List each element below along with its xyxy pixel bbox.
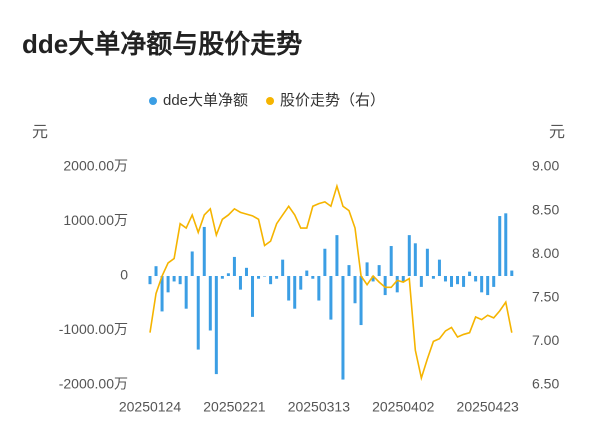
legend-label: dde大单净额 [163, 92, 248, 109]
bar [329, 276, 333, 320]
bar [311, 276, 315, 279]
bar [377, 265, 381, 276]
bar [226, 273, 230, 276]
bar [269, 276, 273, 285]
bar [474, 276, 478, 282]
bar [437, 259, 441, 276]
bar [202, 226, 206, 276]
bar [365, 262, 369, 276]
bar [317, 276, 321, 301]
bar [251, 276, 255, 317]
bar [184, 276, 188, 309]
bar [160, 276, 164, 312]
chart-title: dde大单净额与股价走势 [22, 29, 302, 59]
y-tick-label: 1000.00万 [63, 212, 128, 228]
bar [293, 276, 297, 309]
bar [395, 276, 399, 293]
bar [341, 276, 345, 380]
bar [305, 270, 309, 276]
bar [419, 276, 423, 287]
bar [190, 251, 194, 276]
x-tick-label: 20250221 [203, 399, 266, 415]
bar [462, 276, 466, 287]
bar [257, 276, 261, 279]
x-tick-label: 20250313 [288, 399, 351, 415]
bar [480, 276, 484, 293]
bar [383, 276, 387, 296]
bar [443, 276, 447, 282]
bar [323, 248, 327, 276]
price-line [149, 183, 513, 382]
bar [287, 276, 291, 301]
y-unit: 元 [32, 124, 48, 141]
bar [208, 276, 212, 331]
bar [510, 270, 514, 276]
y-tick-label: -2000.00万 [59, 376, 128, 392]
bar [281, 259, 285, 276]
bar [172, 276, 176, 282]
bar [154, 266, 158, 276]
y2-unit: 元 [549, 124, 565, 141]
y2-tick-label: 8.00 [532, 245, 559, 261]
legend-marker [149, 97, 157, 105]
y2-tick-label: 7.50 [532, 289, 559, 305]
bar [498, 216, 502, 276]
bar [425, 248, 429, 276]
y2-tick-label: 9.00 [532, 158, 559, 174]
bar [431, 276, 435, 279]
bar [299, 276, 303, 290]
bar [166, 276, 170, 293]
bar [468, 271, 472, 276]
bar [492, 276, 496, 287]
bar [220, 276, 224, 279]
bar [335, 235, 339, 276]
y2-tick-label: 6.50 [532, 376, 559, 392]
bar [353, 276, 357, 304]
legend-label: 股价走势（右） [280, 92, 385, 109]
x-tick-label: 20250402 [372, 399, 435, 415]
bar [450, 276, 453, 287]
bar [244, 267, 248, 276]
y2-tick-label: 8.50 [532, 201, 559, 217]
bar [178, 276, 182, 285]
y-tick-label: 0 [120, 267, 128, 283]
bar [456, 276, 460, 285]
bar [371, 276, 375, 282]
y-tick-label: 2000.00万 [63, 158, 128, 174]
bar [407, 235, 411, 276]
bar [504, 213, 508, 276]
bar [359, 276, 363, 326]
y2-tick-label: 7.00 [532, 332, 559, 348]
bar [401, 276, 405, 282]
x-tick-label: 20250423 [457, 399, 520, 415]
bar [275, 276, 279, 279]
bar [486, 276, 490, 296]
bar [232, 256, 236, 276]
legend-marker [266, 97, 275, 105]
x-tick-label: 20250124 [119, 399, 182, 415]
bar [238, 276, 242, 290]
bar [347, 265, 351, 276]
bar [148, 276, 152, 285]
bar [413, 243, 417, 276]
y-tick-label: -1000.00万 [59, 321, 128, 337]
bar [263, 276, 267, 277]
bar [389, 246, 393, 276]
bar [214, 276, 218, 375]
bar [196, 276, 200, 350]
